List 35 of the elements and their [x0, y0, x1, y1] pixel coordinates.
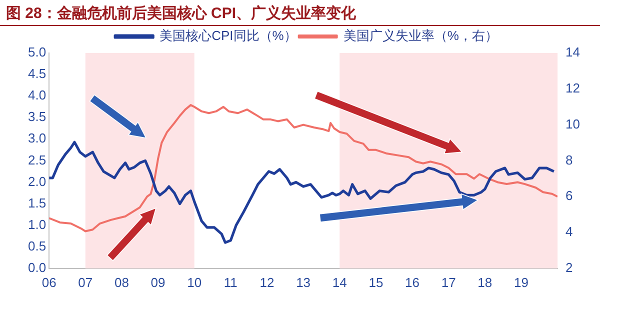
y2-tick-label: 8 [566, 152, 573, 168]
y2-tick-label: 10 [566, 116, 580, 132]
x-tick-label: 12 [260, 274, 274, 290]
x-tick-label: 17 [441, 274, 456, 290]
x-tick-label: 19 [514, 274, 528, 290]
y-tick-label: 2.5 [28, 152, 46, 168]
y-tick-label: 0.5 [28, 238, 46, 254]
y2-tick-label: 4 [566, 224, 573, 240]
y2-tick-label: 14 [566, 44, 580, 60]
y-tick-label: 1.5 [28, 195, 46, 210]
x-tick-label: 09 [150, 274, 166, 290]
y-tick-label: 3.0 [28, 130, 46, 146]
x-tick-label: 07 [78, 274, 93, 290]
x-tick-label: 08 [114, 274, 129, 290]
x-tick-label: 13 [296, 274, 311, 290]
y-tick-label: 4.0 [28, 88, 46, 103]
y-tick-label: 3.5 [28, 109, 46, 124]
y-tick-label: 2.0 [28, 174, 46, 189]
x-tick-label: 06 [42, 274, 56, 290]
x-tick-label: 11 [224, 274, 238, 290]
x-tick-label: 10 [187, 274, 202, 290]
x-tick-label: 18 [478, 274, 492, 290]
legend-label: 美国核心CPI同比（%） [160, 28, 297, 44]
y-tick-label: 4.5 [28, 66, 46, 82]
y-tick-label: 5.0 [28, 44, 46, 60]
x-tick-label: 14 [332, 274, 347, 290]
y-tick-label: 1.0 [28, 216, 46, 232]
y2-tick-label: 6 [566, 188, 573, 204]
x-tick-label: 15 [368, 274, 384, 290]
chart-title: 图 28：金融危机前后美国核心 CPI、广义失业率变化 [0, 0, 600, 26]
legend-label: 美国广义失业率（%，右） [343, 28, 498, 44]
y2-tick-label: 2 [566, 260, 573, 275]
y2-tick-label: 12 [566, 80, 580, 96]
y-tick-label: 0.0 [28, 260, 46, 275]
x-tick-label: 16 [405, 274, 420, 290]
